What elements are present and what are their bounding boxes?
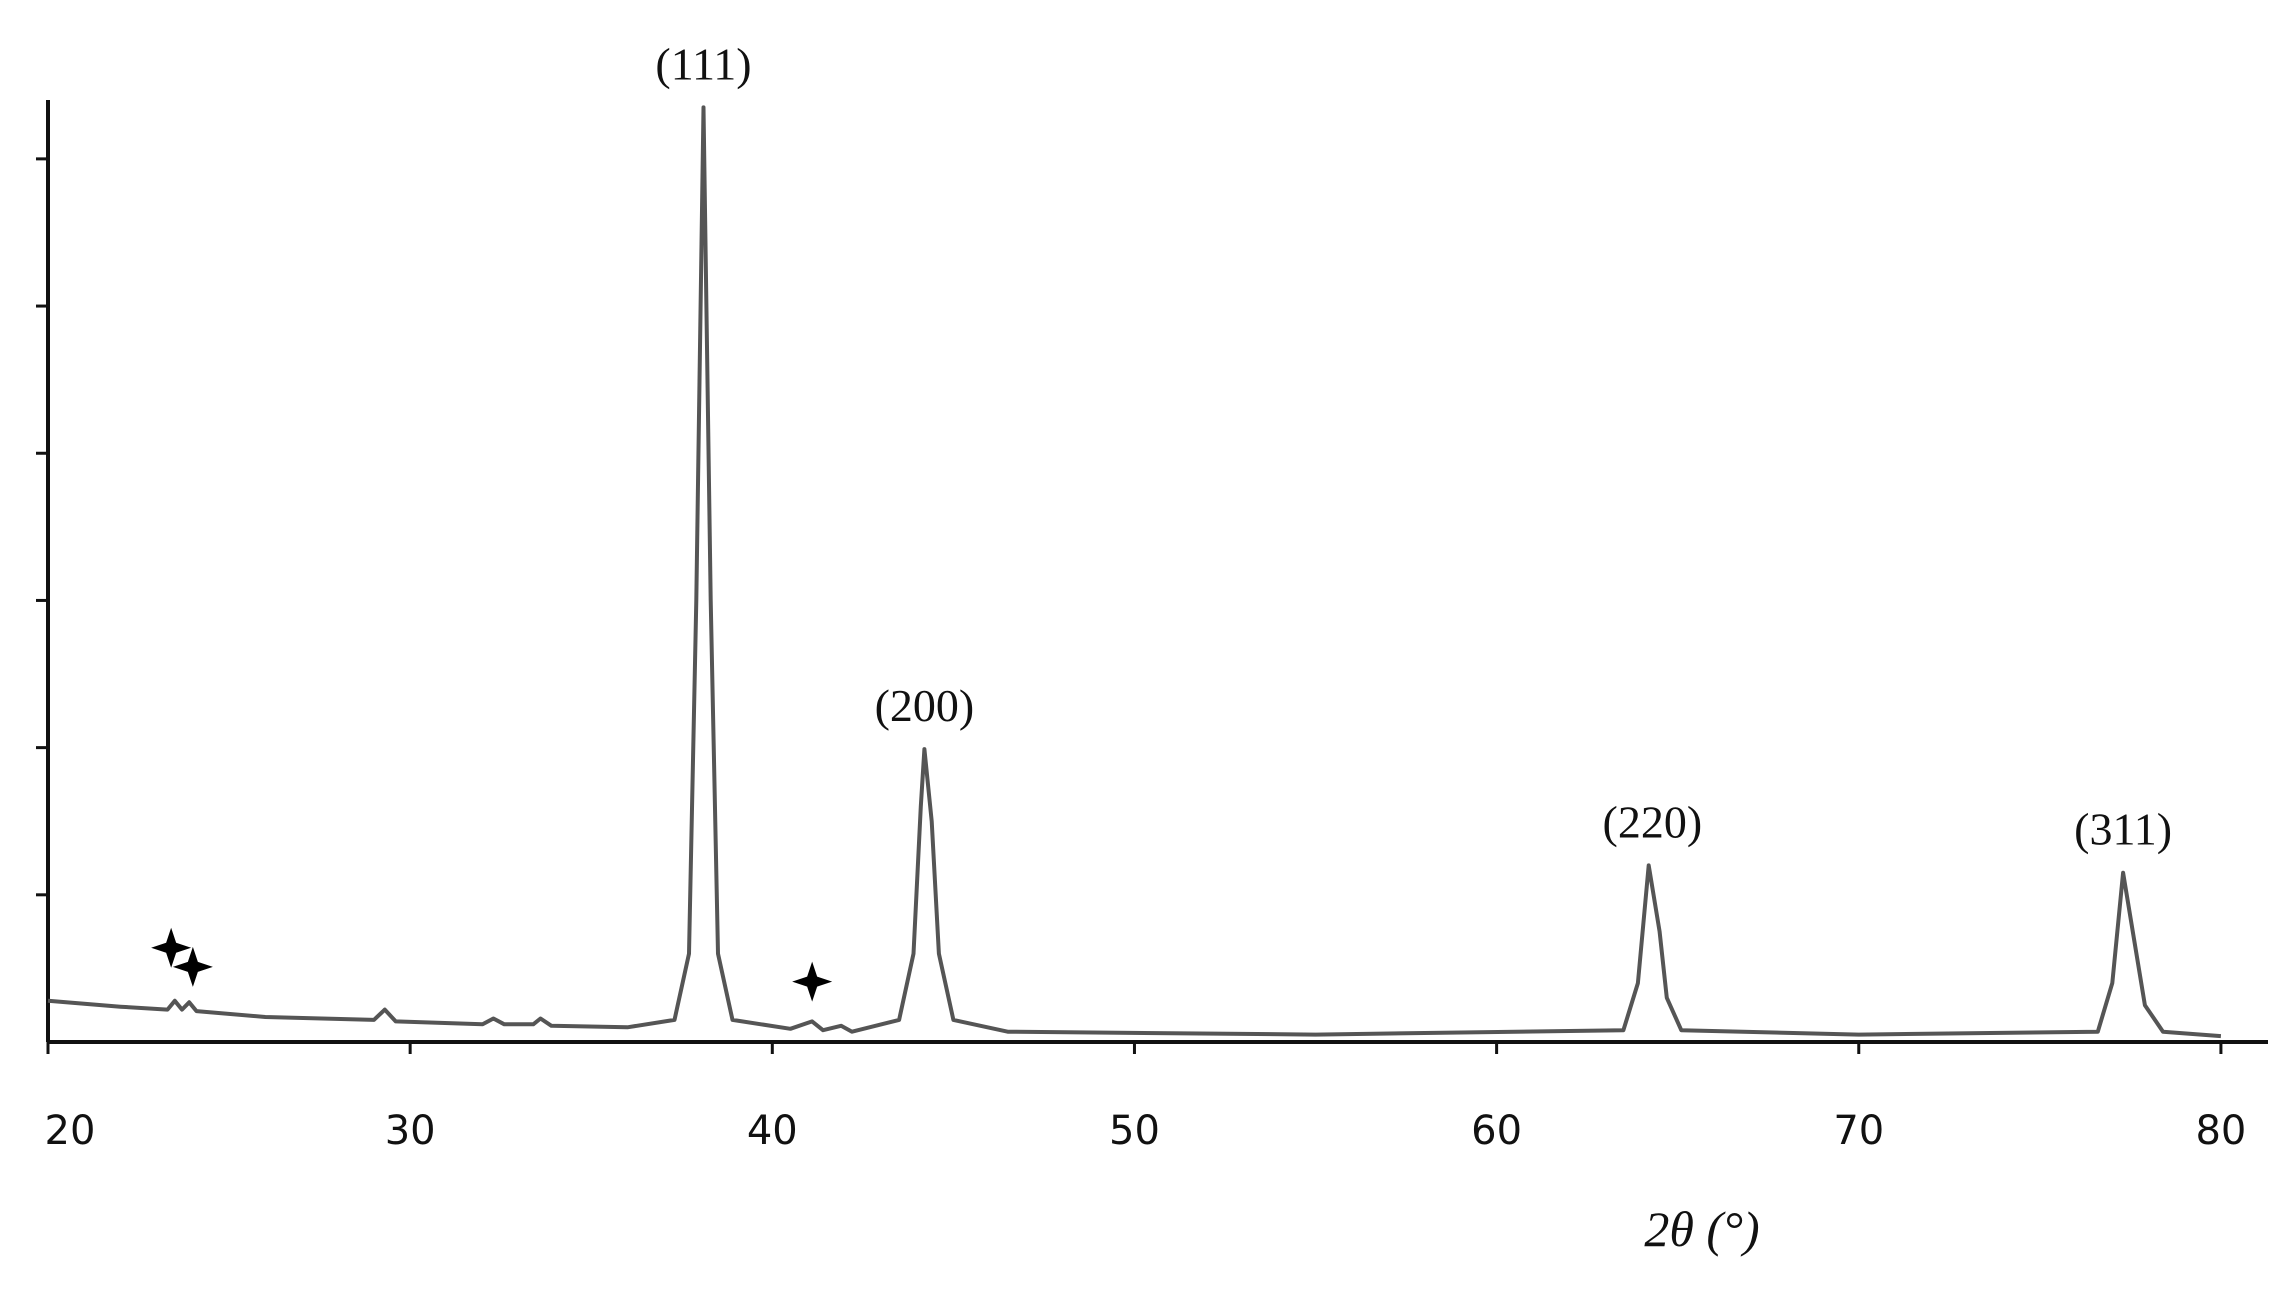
xrd-pattern xyxy=(47,105,2222,1039)
peak-label: (200) xyxy=(875,680,975,731)
peak-label: (111) xyxy=(655,38,751,89)
peak-label: (311) xyxy=(2074,804,2172,855)
impurity-marker xyxy=(792,961,833,1002)
x-tick-label: 80 xyxy=(2195,1108,2246,1154)
impurity-marker xyxy=(172,946,213,987)
x-tick-label: 20 xyxy=(45,1108,96,1154)
x-tick-label: 60 xyxy=(1471,1108,1522,1154)
x-axis-label: 2θ (°) xyxy=(1644,1201,1759,1257)
peak-label: (220) xyxy=(1603,796,1703,847)
x-tick-label: 70 xyxy=(1833,1108,1884,1154)
x-tick-label: 30 xyxy=(385,1108,436,1154)
x-tick-label: 40 xyxy=(747,1108,798,1154)
x-tick-label: 50 xyxy=(1109,1108,1160,1154)
impurity-marker xyxy=(151,927,192,968)
